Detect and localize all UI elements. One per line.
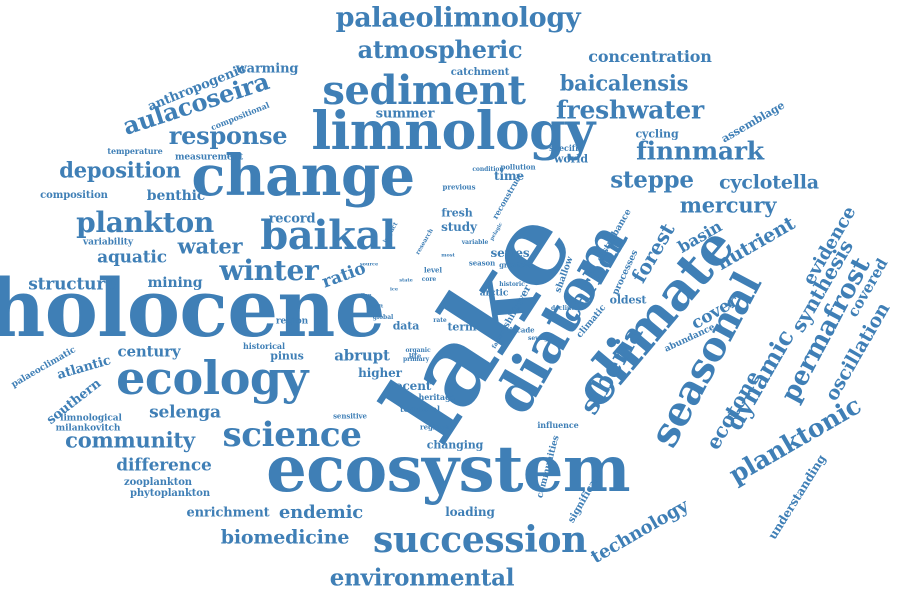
word-ecosystem: ecosystem: [266, 432, 631, 507]
word-milankovitch: milankovitch: [55, 423, 121, 434]
word-biomedicine: biomedicine: [220, 526, 350, 549]
word-life: life: [408, 351, 422, 361]
word-century: century: [117, 342, 181, 361]
word-winter: winter: [219, 254, 319, 287]
word-arctic: arctic: [479, 288, 509, 299]
word-baicalensis: baicalensis: [559, 70, 689, 96]
word-measurement: measurement: [174, 152, 244, 163]
word-world: world: [554, 152, 588, 166]
word-benthic: benthic: [146, 188, 206, 204]
word-pinus: pinus: [270, 349, 304, 363]
word-response: response: [168, 121, 288, 150]
word-oldest: oldest: [609, 293, 647, 307]
word-succession: succession: [373, 519, 587, 561]
word-zooplankton: zooplankton: [124, 477, 192, 488]
word-study: study: [441, 220, 477, 234]
word-technology: technology: [587, 495, 693, 568]
word-most: most: [441, 252, 455, 259]
word-pollution: pollution: [500, 162, 536, 172]
word-composition: composition: [40, 190, 108, 201]
word-organic: organic: [405, 347, 431, 354]
word-baikal: baikal: [260, 212, 396, 259]
word-regional: regional: [419, 422, 453, 432]
word-finnmark: finnmark: [636, 136, 764, 166]
word-primary: primary: [402, 356, 430, 363]
word-higher: higher: [358, 366, 402, 380]
word-historic: historic: [499, 281, 525, 288]
word-record: record: [268, 211, 316, 227]
word-result: result: [366, 303, 384, 310]
word-cyclotella: cyclotella: [719, 171, 819, 194]
word-global: global: [372, 314, 394, 321]
word-palaeolimnology: palaeolimnology: [335, 2, 581, 34]
word-endemic: endemic: [278, 502, 364, 523]
word-abrupt: abrupt: [334, 346, 390, 365]
word-deposition: deposition: [59, 157, 181, 183]
word-sensitive: sensitive: [333, 411, 367, 421]
word-phytoplankton: phytoplankton: [129, 488, 211, 499]
word-decade: decade: [507, 325, 535, 335]
word-recent: recent: [388, 379, 432, 393]
word-level: level: [424, 265, 442, 275]
word-mercury: mercury: [679, 192, 777, 218]
word-rate: rate: [433, 317, 447, 324]
word-pollen: pollen: [354, 292, 372, 299]
word-variable: variable: [461, 239, 489, 246]
word-greatest: greatest: [499, 260, 531, 270]
word-selenga: selenga: [149, 402, 221, 423]
word-fresh: fresh: [441, 206, 473, 220]
word-cycling: cycling: [635, 127, 679, 141]
word-region: region: [275, 316, 309, 327]
word-previous: previous: [442, 182, 476, 192]
word-atmospheric: atmospheric: [357, 35, 523, 64]
word-limnological: limnological: [60, 413, 122, 424]
word-freshwater: freshwater: [556, 95, 704, 125]
word-source: source: [359, 261, 379, 268]
word-ecology: ecology: [116, 351, 308, 405]
word-historical: historical: [243, 341, 285, 351]
word-decline: decline: [551, 305, 575, 312]
word-term: term: [447, 320, 477, 334]
word-ice: ice: [390, 286, 398, 293]
word-sediment: sediment: [322, 67, 526, 114]
word-concentration: concentration: [588, 47, 712, 66]
word-difference: difference: [116, 455, 212, 476]
word-summer: summer: [375, 106, 435, 122]
word-condition: condition: [472, 166, 504, 173]
word-enrichment: enrichment: [186, 505, 270, 521]
word-sewage: sewage: [528, 335, 552, 342]
word-warming: warming: [235, 61, 299, 77]
word-temperature: temperature: [107, 146, 163, 156]
word-changing: changing: [426, 438, 484, 452]
word-data: data: [392, 319, 420, 333]
word-state: state: [399, 277, 413, 284]
word-structure: structure: [28, 274, 116, 295]
word-aquatic: aquatic: [97, 247, 167, 268]
word-change: change: [191, 143, 415, 209]
word-loading: loading: [445, 505, 495, 519]
word-temporal: temporal: [400, 404, 440, 414]
word-environmental: environmental: [329, 564, 515, 589]
word-season: season: [468, 258, 496, 268]
word-science: science: [222, 415, 362, 455]
word-time: time: [494, 169, 524, 183]
word-plankton: plankton: [76, 206, 214, 239]
word-influence: influence: [537, 420, 579, 430]
word-community: community: [65, 427, 195, 453]
word-research: research: [414, 227, 435, 256]
word-specific: specific: [549, 143, 583, 153]
word-holocene: holocene: [0, 261, 386, 355]
word-catchment: catchment: [450, 67, 510, 78]
word-heritage: heritage: [418, 392, 456, 402]
word-steppe: steppe: [610, 166, 694, 194]
word-mining: mining: [147, 275, 203, 291]
word-variability: variability: [83, 237, 133, 248]
word-core: core: [421, 276, 437, 283]
word-series: series: [490, 246, 530, 260]
word-limnology: limnology: [311, 101, 595, 162]
word-water: water: [177, 233, 243, 259]
